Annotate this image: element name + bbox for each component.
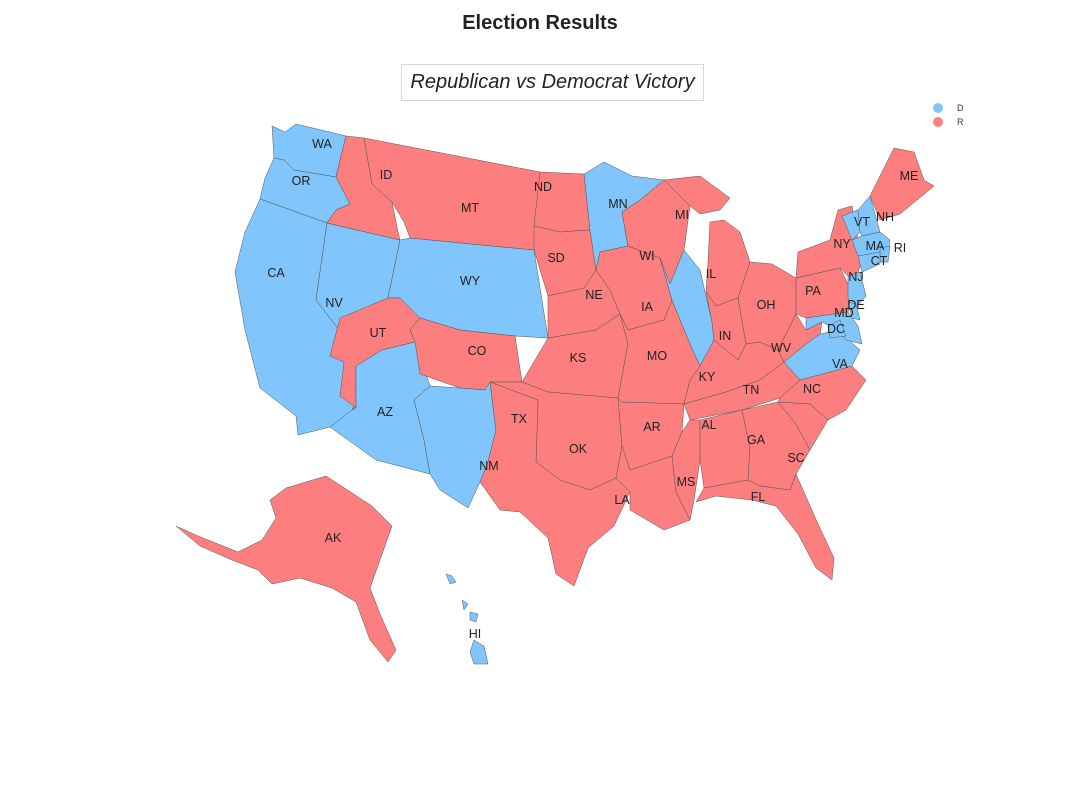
states-layer xyxy=(175,123,935,665)
state-hi[interactable] xyxy=(445,573,489,665)
state-label-ar: AR xyxy=(643,420,660,434)
state-label-nd: ND xyxy=(534,180,552,194)
state-nm[interactable] xyxy=(413,381,497,509)
state-wv[interactable] xyxy=(777,313,823,363)
state-label-ia: IA xyxy=(641,300,653,314)
state-label-md: MD xyxy=(834,306,853,320)
state-label-ma: MA xyxy=(866,239,885,253)
legend-item-d[interactable]: D xyxy=(932,102,992,116)
legend-label-d: D xyxy=(957,103,964,113)
state-label-va: VA xyxy=(832,357,848,371)
state-dc[interactable] xyxy=(827,319,847,339)
state-label-vt: VT xyxy=(854,215,870,229)
state-fl[interactable] xyxy=(695,473,835,581)
state-label-pa: PA xyxy=(805,284,821,298)
state-label-nm: NM xyxy=(479,459,498,473)
state-nj[interactable] xyxy=(847,271,867,311)
state-label-wv: WV xyxy=(771,341,792,355)
map-subtitle-box: Republican vs Democrat Victory xyxy=(401,64,704,101)
legend-item-r[interactable]: R xyxy=(932,116,992,130)
state-label-or: OR xyxy=(292,174,311,188)
state-label-mn: MN xyxy=(608,197,627,211)
state-label-fl: FL xyxy=(751,490,766,504)
state-label-hi: HI xyxy=(469,627,482,641)
state-ct[interactable] xyxy=(857,251,881,273)
state-label-ct: CT xyxy=(871,254,888,268)
state-label-mi: MI xyxy=(675,208,689,222)
state-label-nc: NC xyxy=(803,382,821,396)
state-label-ok: OK xyxy=(569,442,588,456)
state-label-mt: MT xyxy=(461,201,479,215)
labels-layer: WA OR CA NV ID MT WY UT AZ CO NM ND SD NE KS OK TX MN IA MO… xyxy=(267,137,918,641)
state-label-sd: SD xyxy=(547,251,564,265)
state-label-co: CO xyxy=(468,344,487,358)
state-label-il: IL xyxy=(706,267,716,281)
state-label-in: IN xyxy=(719,329,732,343)
state-label-nh: NH xyxy=(876,210,894,224)
state-label-me: ME xyxy=(900,169,919,183)
state-label-ak: AK xyxy=(325,531,342,545)
state-label-ca: CA xyxy=(267,266,285,280)
state-ak[interactable] xyxy=(175,475,397,663)
state-label-de: DE xyxy=(847,298,864,312)
state-de[interactable] xyxy=(847,301,861,321)
state-tx[interactable] xyxy=(479,381,631,587)
state-label-nv: NV xyxy=(325,296,343,310)
state-label-ks: KS xyxy=(570,351,587,365)
state-label-oh: OH xyxy=(757,298,776,312)
state-label-al: AL xyxy=(701,418,716,432)
state-label-ut: UT xyxy=(370,326,387,340)
legend-swatch-r xyxy=(933,117,943,127)
state-label-sc: SC xyxy=(787,451,804,465)
state-label-ky: KY xyxy=(699,370,716,384)
state-label-dc: DC xyxy=(827,322,845,336)
state-label-ne: NE xyxy=(585,288,602,302)
legend-label-r: R xyxy=(957,117,964,127)
state-label-ms: MS xyxy=(677,475,696,489)
state-label-ri: RI xyxy=(894,241,907,255)
state-label-tx: TX xyxy=(511,412,528,426)
state-label-id: ID xyxy=(380,168,393,182)
state-label-wi: WI xyxy=(639,249,654,263)
state-label-ny: NY xyxy=(833,237,851,251)
state-label-nj: NJ xyxy=(848,270,863,284)
state-label-az: AZ xyxy=(377,405,393,419)
state-label-mo: MO xyxy=(647,349,667,363)
state-label-wy: WY xyxy=(460,274,481,288)
legend: D R xyxy=(932,102,992,130)
state-label-tn: TN xyxy=(743,383,760,397)
state-label-wa: WA xyxy=(312,137,332,151)
legend-swatch-d xyxy=(933,103,943,113)
state-me[interactable] xyxy=(869,147,935,221)
state-label-ga: GA xyxy=(747,433,766,447)
map-title: Election Results xyxy=(462,12,618,34)
state-label-la: LA xyxy=(614,493,630,507)
